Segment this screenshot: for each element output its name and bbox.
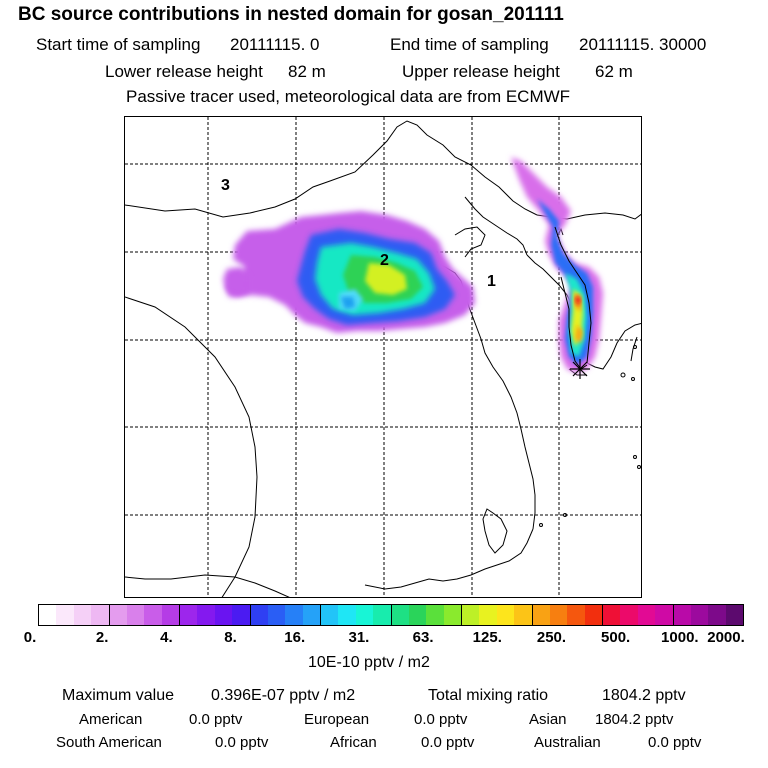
colorbar-segment (690, 605, 709, 625)
colorbar-segment (725, 605, 743, 625)
lower-release-value: 82 m (288, 62, 326, 81)
tracer-note: Passive tracer used, meteorological data… (126, 87, 571, 106)
end-time-value: 20111115. 30000 (579, 35, 707, 54)
upper-release-value: 62 m (595, 62, 633, 81)
colorbar-segment (708, 605, 726, 625)
colorbar-segment (584, 605, 603, 625)
colorbar-segment (214, 605, 233, 625)
colorbar-segment (232, 605, 251, 625)
colorbar-segment (197, 605, 215, 625)
colorbar-segment (250, 605, 268, 625)
region-name-australian: Australian (534, 734, 601, 751)
colorbar-segment (426, 605, 444, 625)
colorbar-segment (532, 605, 550, 625)
region-value-european: 0.0 pptv (414, 711, 468, 728)
region-label-2: 2 (380, 252, 389, 269)
colorbar-segment (655, 605, 674, 625)
end-time-label: End time of sampling (390, 35, 549, 54)
region-value-australian: 0.0 pptv (648, 734, 702, 751)
region-value-american: 0.0 pptv (189, 711, 243, 728)
colorbar-tick-label: 250. (536, 629, 567, 646)
colorbar-unit-label: 10E-10 pptv / m2 (308, 654, 430, 671)
colorbar-segment (180, 605, 198, 625)
figure-title: BC source contributions in nested domain… (18, 4, 564, 25)
map-canvas: 1 2 3 (125, 117, 641, 597)
colorbar-tick-label: 500. (601, 629, 631, 646)
colorbar-segment (443, 605, 462, 625)
total-mixing-value: 1804.2 pptv (602, 687, 686, 704)
colorbar-segment (73, 605, 92, 625)
colorbar-segment (620, 605, 638, 625)
colorbar-tick-label: 63. (412, 629, 434, 646)
region-name-south-american: South American (56, 734, 162, 751)
colorbar (38, 604, 744, 626)
colorbar-segment (391, 605, 409, 625)
max-value: 0.396E-07 pptv / m2 (211, 687, 356, 704)
colorbar-segment (479, 605, 497, 625)
colorbar-tick-label: 8. (224, 629, 237, 646)
colorbar-segment (549, 605, 568, 625)
region-name-american: American (79, 711, 143, 728)
colorbar-segment (285, 605, 303, 625)
colorbar-segment (91, 605, 110, 625)
island-dots (539, 345, 641, 527)
colorbar-segment (637, 605, 656, 625)
region-label-3: 3 (221, 177, 230, 194)
colorbar-segment (496, 605, 515, 625)
plume-china (223, 211, 475, 333)
colorbar-segment (373, 605, 392, 625)
colorbar-tick-label: 16. (284, 629, 306, 646)
region-value-african: 0.0 pptv (421, 734, 475, 751)
colorbar-tick-label: 2. (95, 629, 109, 646)
colorbar-tick-label: 1000. (661, 629, 699, 646)
colorbar-segment (267, 605, 286, 625)
receptor-asterisk-marker (570, 359, 590, 379)
colorbar-tick-label: 31. (348, 629, 370, 646)
colorbar-segment (302, 605, 321, 625)
lower-release-label: Lower release height (105, 62, 263, 81)
colorbar-tick-label: 2000. (707, 629, 745, 646)
region-value-south-american: 0.0 pptv (215, 734, 269, 751)
max-value-label: Maximum value (62, 687, 175, 704)
region-name-african: African (330, 734, 377, 751)
total-mixing-label: Total mixing ratio (428, 687, 549, 704)
colorbar-tick-label: 125. (472, 629, 502, 646)
start-time-value: 20111115. 0 (230, 35, 320, 54)
colorbar-tick-label: 0. (23, 629, 37, 646)
colorbar-segment (567, 605, 585, 625)
colorbar-segment (338, 605, 356, 625)
colorbar-segment (408, 605, 427, 625)
colorbar-segment (514, 605, 533, 625)
colorbar-segment (673, 605, 691, 625)
colorbar-segment (462, 605, 480, 625)
colorbar-segment (161, 605, 180, 625)
colorbar-segment (603, 605, 621, 625)
colorbar-segment (355, 605, 374, 625)
colorbar-segment (144, 605, 162, 625)
colorbar-segment (126, 605, 145, 625)
upper-release-label: Upper release height (402, 62, 560, 81)
colorbar-segment (321, 605, 339, 625)
colorbar-segment (39, 605, 57, 625)
colorbar-tick-label: 4. (160, 629, 173, 646)
map-panel: 1 2 3 (124, 116, 642, 598)
colorbar-segment (56, 605, 74, 625)
colorbar-segment (109, 605, 127, 625)
start-time-label: Start time of sampling (36, 35, 201, 54)
region-value-asian: 1804.2 pptv (595, 711, 674, 728)
region-name-european: European (304, 711, 370, 728)
region-label-1: 1 (487, 273, 496, 290)
region-name-asian: Asian (529, 711, 567, 728)
